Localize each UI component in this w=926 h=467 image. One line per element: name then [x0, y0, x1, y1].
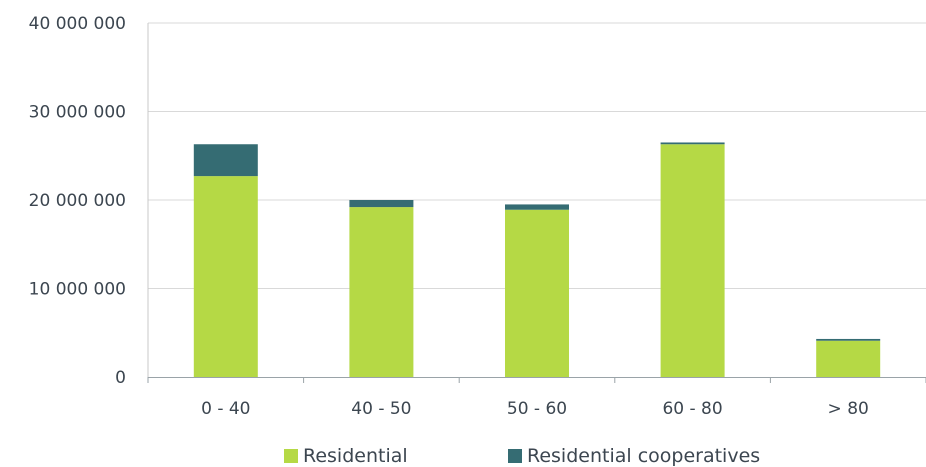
x-axis-tick-labels: 0 - 40 40 - 50 50 - 60 60 - 80 > 80	[201, 399, 869, 419]
y-axis-tick-labels: 0 10 000 000 20 000 000 30 000 000 40 000 00…	[29, 14, 126, 388]
y-tick-label: 10 000 000	[29, 280, 126, 300]
bar-residential-cooperatives	[505, 204, 569, 210]
bar-residential	[816, 340, 881, 377]
legend-swatch-residential	[284, 449, 298, 463]
legend: Residential Residential cooperatives	[284, 445, 760, 467]
legend-label: Residential cooperatives	[527, 445, 760, 467]
bar-residential	[193, 176, 258, 377]
bar-residential-cooperatives	[660, 142, 725, 145]
x-tick-label: 0 - 40	[201, 399, 250, 419]
x-axis	[147, 377, 926, 383]
x-tick-label: > 80	[828, 399, 869, 419]
bars	[193, 142, 881, 377]
bar-residential	[505, 209, 569, 377]
y-tick-label: 40 000 000	[29, 14, 126, 34]
y-tick-label: 0	[115, 368, 126, 388]
y-tick-label: 30 000 000	[29, 103, 126, 123]
x-tick-label: 50 - 60	[507, 399, 567, 419]
legend-swatch-residential-cooperatives	[508, 449, 522, 463]
legend-label: Residential	[303, 445, 408, 467]
bar-residential-cooperatives	[816, 338, 881, 341]
bar-residential	[349, 207, 414, 377]
bar-residential-cooperatives	[349, 200, 414, 208]
x-tick-label: 60 - 80	[662, 399, 722, 419]
bar-residential-cooperatives	[193, 144, 258, 177]
x-tick-label: 40 - 50	[351, 399, 411, 419]
y-tick-label: 20 000 000	[29, 191, 126, 211]
bar-residential	[660, 144, 725, 377]
